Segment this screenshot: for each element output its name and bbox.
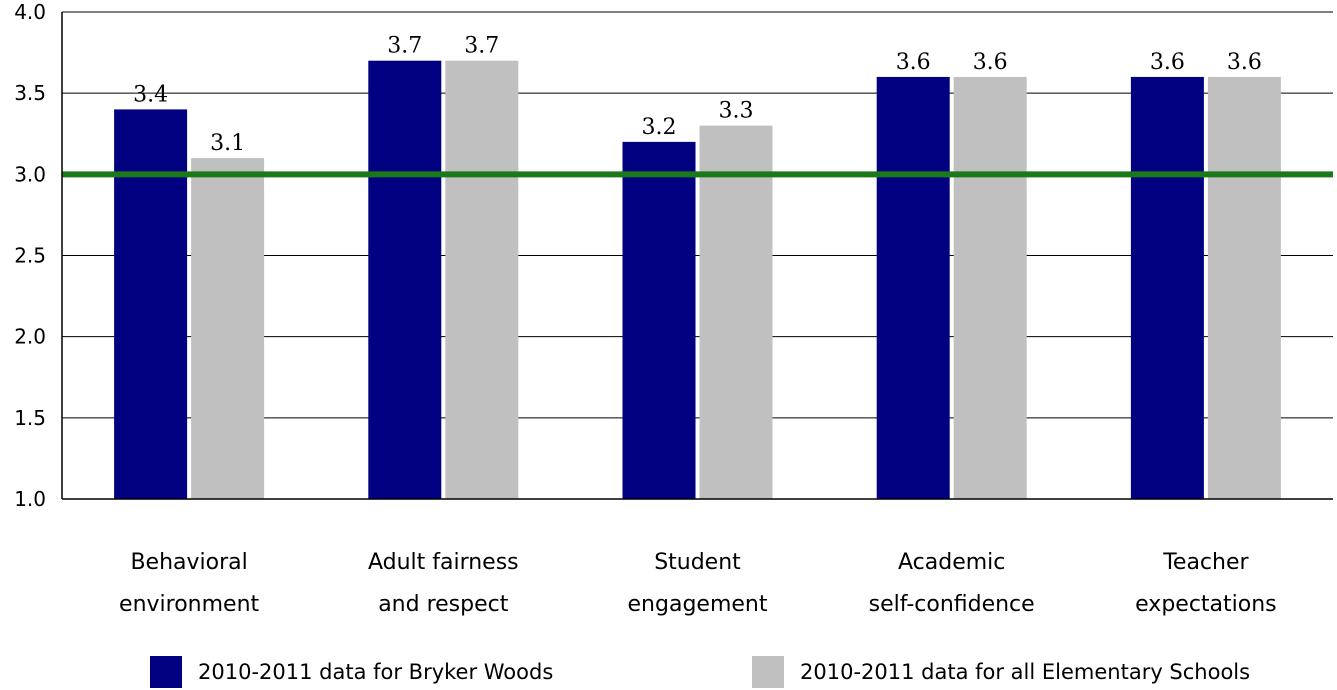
category-label: expectations xyxy=(1135,592,1276,617)
data-labels: 3.4 3.1 3.7 3.7 3.2 3.3 3.6 3.6 3.6 3.6 xyxy=(133,34,1262,156)
category-label: Behavioral xyxy=(130,550,247,575)
legend-item-series-2: 2010-2011 data for all Elementary School… xyxy=(752,656,1250,688)
category-label: self-confidence xyxy=(869,592,1035,617)
legend-item-series-1: 2010-2011 data for Bryker Woods xyxy=(150,656,553,688)
data-label: 3.6 xyxy=(973,50,1008,75)
bar-series-1 xyxy=(1130,76,1204,499)
y-tick-label: 1.0 xyxy=(14,487,46,511)
bars xyxy=(114,60,1281,500)
legend-swatch-series-2 xyxy=(752,656,784,688)
legend-swatch-series-1 xyxy=(150,656,182,688)
bar-series-2 xyxy=(1207,76,1281,499)
data-label: 3.6 xyxy=(1227,50,1262,75)
y-axis-ticks: 1.0 1.5 2.0 2.5 3.0 3.5 4.0 xyxy=(14,0,46,511)
bar-series-1 xyxy=(368,60,442,499)
y-tick-label: 4.0 xyxy=(14,0,46,24)
legend-label-series-1: 2010-2011 data for Bryker Woods xyxy=(198,660,554,684)
y-tick-label: 2.5 xyxy=(14,244,46,268)
data-label: 3.7 xyxy=(387,34,422,59)
category-label: Adult fairness xyxy=(368,550,519,575)
bar-series-1 xyxy=(876,76,950,499)
axes xyxy=(61,12,1333,500)
category-label: and respect xyxy=(378,592,509,617)
y-tick-label: 2.0 xyxy=(14,325,46,349)
bar-series-1 xyxy=(114,109,188,500)
bar-series-2 xyxy=(445,60,519,499)
bar-series-1 xyxy=(622,141,696,499)
data-label: 3.6 xyxy=(1150,50,1185,75)
bar-series-2 xyxy=(953,76,1027,499)
data-label: 3.7 xyxy=(464,34,499,59)
y-tick-label: 1.5 xyxy=(14,406,46,430)
data-label: 3.6 xyxy=(896,50,931,75)
bar-chart: 1.0 1.5 2.0 2.5 3.0 3.5 4.0 3.4 3.1 3.7 3.7 3.2 3.3… xyxy=(14,0,1333,617)
bar-series-2 xyxy=(699,125,773,499)
data-label: 3.2 xyxy=(642,115,677,140)
x-axis-categories: Behavioral environment Adult fairness and r… xyxy=(119,550,1277,617)
y-tick-label: 3.5 xyxy=(14,81,46,105)
category-label: Teacher xyxy=(1162,550,1249,575)
bar-series-2 xyxy=(191,158,265,499)
category-label: engagement xyxy=(628,592,768,617)
data-label: 3.3 xyxy=(719,99,754,124)
y-tick-label: 3.0 xyxy=(14,162,46,186)
data-label: 3.4 xyxy=(133,82,168,107)
legend-label-series-2: 2010-2011 data for all Elementary School… xyxy=(800,660,1251,684)
category-label: Student xyxy=(654,550,741,575)
category-label: environment xyxy=(119,592,259,617)
data-label: 3.1 xyxy=(210,131,245,156)
category-label: Academic xyxy=(898,550,1005,575)
